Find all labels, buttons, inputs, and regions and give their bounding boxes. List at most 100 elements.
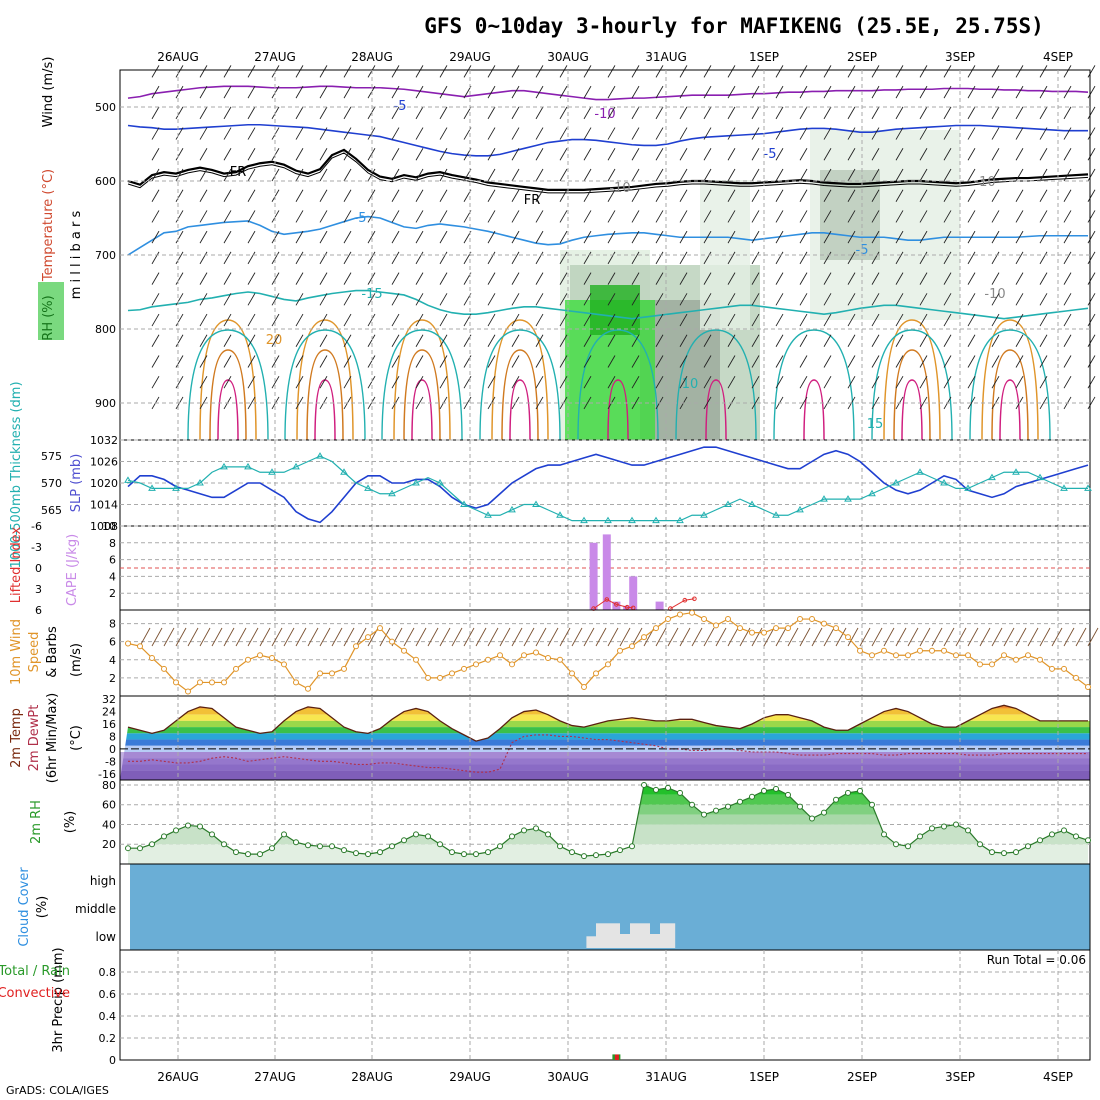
wind-barb <box>1063 375 1072 389</box>
wind-barb <box>559 251 568 265</box>
rh-marker <box>209 831 215 838</box>
rh-marker <box>569 849 575 856</box>
wind-barb <box>319 210 328 223</box>
wind-barb <box>799 627 811 647</box>
date-label-bottom: 31AUG <box>645 1070 687 1084</box>
wind-barb <box>259 627 271 647</box>
wind-barb <box>931 627 943 647</box>
wind-barb <box>247 189 256 202</box>
thickness-tick: 575 <box>41 450 62 463</box>
wind-barb <box>895 189 904 202</box>
wind-barb <box>1039 106 1048 120</box>
wind-barb <box>631 251 640 265</box>
wind-barb <box>1039 272 1048 285</box>
wind-barb <box>343 230 352 244</box>
wind-speed-marker <box>209 679 215 686</box>
wind-barb <box>1063 293 1072 306</box>
wind-barb <box>559 189 568 202</box>
wind-barb <box>727 168 736 182</box>
lifted-index-marker <box>682 597 688 603</box>
wind-barb <box>151 355 160 368</box>
contour-label: 10 <box>682 377 699 392</box>
wind-barb <box>511 293 520 306</box>
wind-barb <box>199 189 208 202</box>
wind-barb <box>271 210 280 223</box>
wind-speed-marker <box>605 661 611 668</box>
wind-barb <box>679 85 688 99</box>
wind-barb <box>295 272 304 285</box>
contour-loop <box>577 329 659 441</box>
contour-loop <box>411 379 433 441</box>
wind-speed-marker <box>413 656 419 663</box>
wind-barb <box>655 230 664 244</box>
wind-barb <box>607 375 616 389</box>
wind-barb <box>283 627 295 647</box>
wind-barb <box>583 627 595 647</box>
wind-barb <box>487 210 496 223</box>
wind-speed-marker <box>977 661 983 668</box>
wind-barb <box>175 210 184 223</box>
wind-barb <box>343 148 352 161</box>
wind-barb <box>871 230 880 244</box>
wind-speed-marker <box>1061 665 1067 672</box>
wind-barb <box>919 396 928 410</box>
wind-barb <box>1063 148 1072 161</box>
lifted-index-marker <box>604 597 610 602</box>
wind-barb <box>1015 334 1024 347</box>
wind-barb <box>175 127 184 140</box>
wind-barb <box>391 334 400 347</box>
date-label-top: 27AUG <box>254 50 296 64</box>
precip-tick: 0.4 <box>99 1010 117 1023</box>
wind-barb <box>943 230 952 244</box>
thickness-marker <box>436 479 444 486</box>
wind-barb <box>655 148 664 161</box>
contour-loop <box>991 349 1029 441</box>
wind-barb <box>391 148 400 161</box>
wind-barb <box>751 251 760 265</box>
wind-barb <box>151 251 160 265</box>
wind-barb <box>847 293 856 306</box>
wind-barb <box>847 627 859 647</box>
wind-barb <box>559 106 568 120</box>
wind-barb <box>655 627 667 647</box>
thickness-marker <box>1012 468 1020 475</box>
temp-band <box>120 714 1090 721</box>
rh-marker <box>737 798 743 805</box>
wind-barb <box>175 148 184 161</box>
wind-barb <box>895 272 904 285</box>
li-tick: -3 <box>31 541 42 554</box>
wind-barb <box>607 293 616 306</box>
wind-barb <box>247 85 256 99</box>
wind-barb <box>271 272 280 285</box>
wind-speed-marker <box>173 679 179 686</box>
rh-marker <box>449 849 455 856</box>
wind-barb <box>343 127 352 140</box>
thickness-tick: 565 <box>41 504 62 517</box>
wind-barb <box>991 313 1000 327</box>
wind-barb <box>1063 334 1072 347</box>
wind-barb <box>319 627 331 647</box>
wind-barb <box>943 189 952 202</box>
wind-barb <box>823 168 832 182</box>
rh-tick: 40 <box>102 818 116 831</box>
wind-barb <box>391 375 400 389</box>
wind-barb <box>367 189 376 202</box>
wind-barb <box>403 627 415 647</box>
wind-barb <box>727 293 736 306</box>
wind-barb <box>175 106 184 120</box>
date-label-top: 2SEP <box>847 50 877 64</box>
axis-label: Speed <box>27 632 42 673</box>
wind-barb <box>463 85 472 99</box>
wind-barb <box>679 627 691 647</box>
wind-barb <box>775 272 784 285</box>
wind-barb <box>691 627 703 647</box>
rh-band <box>128 814 1088 825</box>
rh-marker <box>401 837 407 844</box>
axis-label: (%) <box>63 811 78 834</box>
wind-barb <box>655 375 664 389</box>
rh-marker <box>221 841 227 848</box>
wind-barb <box>775 168 784 182</box>
wind-barb <box>151 230 160 244</box>
cape-bar <box>623 605 632 610</box>
wind-barb <box>847 127 856 140</box>
